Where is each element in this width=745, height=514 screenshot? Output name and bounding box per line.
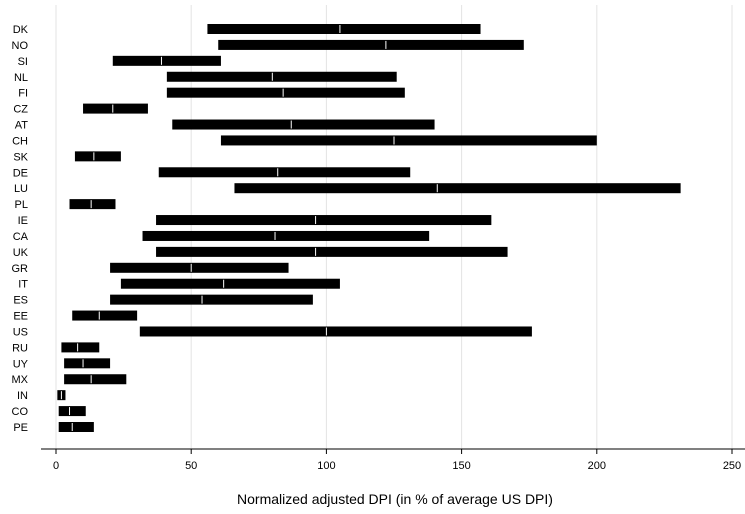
range-bar bbox=[110, 262, 289, 273]
category-label: MX bbox=[12, 374, 29, 386]
x-tick-label: 0 bbox=[53, 460, 59, 472]
category-label: DE bbox=[13, 167, 28, 179]
range-bar bbox=[220, 135, 597, 146]
range-bar bbox=[64, 358, 111, 369]
category-label: SK bbox=[13, 151, 28, 163]
category-label: PL bbox=[15, 199, 28, 211]
range-bar bbox=[207, 24, 481, 34]
category-label: PE bbox=[13, 422, 28, 434]
x-tick-label: 150 bbox=[452, 460, 470, 472]
range-bar bbox=[158, 167, 411, 178]
category-label: CO bbox=[12, 406, 29, 418]
range-bar bbox=[112, 55, 221, 66]
category-labels: DK NO SI NL FI CZ AT CH SK DE LU PL IE CA UK GR IT ES EE US… bbox=[12, 24, 29, 434]
category-label: AT bbox=[15, 120, 29, 132]
range-bar bbox=[234, 183, 681, 194]
category-label: NO bbox=[12, 40, 29, 52]
range-bar bbox=[61, 342, 100, 353]
range-bar bbox=[166, 87, 405, 98]
x-axis: 0 50 100 150 200 250 bbox=[41, 448, 745, 472]
range-bar bbox=[120, 278, 340, 289]
category-label: FI bbox=[18, 88, 28, 100]
category-label: NL bbox=[14, 72, 28, 84]
category-label: US bbox=[13, 326, 28, 338]
x-tick-label: 250 bbox=[723, 460, 741, 472]
range-bar bbox=[64, 374, 127, 385]
category-label: UK bbox=[13, 247, 29, 259]
range-bar bbox=[218, 39, 524, 50]
range-bar bbox=[156, 246, 508, 257]
category-label: IE bbox=[18, 215, 28, 227]
x-axis-title: Normalized adjusted DPI (in % of average… bbox=[237, 491, 553, 507]
x-tick-label: 50 bbox=[185, 460, 197, 472]
category-label: RU bbox=[12, 342, 28, 354]
category-label: SI bbox=[18, 56, 28, 68]
range-bar bbox=[142, 230, 430, 241]
range-bar bbox=[83, 103, 148, 114]
category-label: LU bbox=[14, 183, 28, 195]
range-bar bbox=[166, 71, 397, 82]
x-tick-label: 100 bbox=[317, 460, 335, 472]
range-bar bbox=[110, 294, 313, 305]
range-bar bbox=[69, 199, 116, 210]
category-label: IT bbox=[18, 279, 28, 291]
category-label: DK bbox=[13, 24, 29, 36]
range-bar bbox=[72, 310, 138, 321]
category-label: CZ bbox=[13, 104, 28, 116]
category-label: ES bbox=[13, 295, 28, 307]
x-tick-label: 200 bbox=[588, 460, 606, 472]
range-bars bbox=[57, 24, 681, 432]
category-label: EE bbox=[13, 311, 28, 323]
range-bar bbox=[139, 326, 532, 337]
range-bar bbox=[58, 406, 86, 417]
category-label: UY bbox=[13, 358, 29, 370]
range-bar bbox=[58, 422, 94, 432]
category-label: CH bbox=[12, 135, 28, 147]
range-bar bbox=[156, 215, 492, 226]
category-label: CA bbox=[13, 231, 29, 243]
grid-lines bbox=[55, 5, 733, 449]
category-label: IN bbox=[17, 390, 28, 402]
category-label: GR bbox=[12, 263, 29, 275]
range-bar bbox=[74, 151, 121, 162]
range-bar bbox=[172, 119, 435, 130]
